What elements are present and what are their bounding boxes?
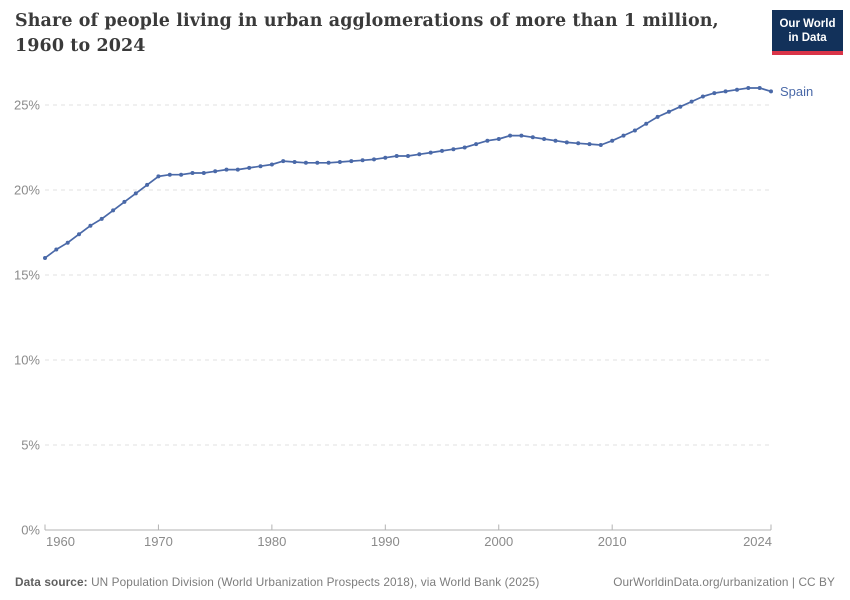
- data-point: [678, 104, 683, 109]
- data-point: [406, 154, 410, 158]
- data-point: [519, 133, 524, 138]
- data-point: [462, 145, 467, 150]
- data-point: [258, 164, 263, 169]
- data-point: [757, 86, 762, 90]
- y-tick-label: 25%: [14, 98, 40, 113]
- data-point: [247, 165, 252, 170]
- y-tick-label: 5%: [21, 438, 40, 453]
- data-point: [394, 154, 399, 158]
- data-point: [122, 199, 127, 204]
- owid-logo-line1: Our World: [779, 18, 836, 30]
- chart-footer: Data source: UN Population Division (Wor…: [15, 575, 835, 589]
- data-point: [451, 147, 456, 152]
- data-point: [156, 174, 161, 179]
- data-point: [440, 148, 444, 153]
- y-tick-label: 10%: [14, 353, 40, 368]
- data-point: [666, 109, 671, 114]
- y-tick-label: 15%: [14, 268, 40, 283]
- data-point: [746, 86, 751, 90]
- data-point: [587, 142, 592, 147]
- data-point: [712, 91, 717, 96]
- data-point: [145, 182, 150, 187]
- data-point: [349, 159, 354, 164]
- data-point: [167, 172, 172, 177]
- x-tick-labels: 1960 1970 1980 1990 2000 2010 2024: [46, 534, 772, 549]
- data-point: [292, 160, 297, 164]
- data-point: [417, 152, 422, 157]
- data-point: [700, 94, 705, 99]
- data-point: [315, 160, 320, 165]
- y-tick-labels: 0% 5% 10% 15% 20% 25%: [14, 98, 40, 538]
- data-point: [735, 87, 739, 92]
- data-point: [303, 160, 308, 165]
- data-point: [201, 171, 206, 175]
- owid-logo: Our World in Data: [772, 10, 843, 55]
- data-point: [372, 157, 376, 162]
- data-point: [326, 160, 331, 165]
- data-point: [360, 158, 365, 163]
- data-point: [769, 89, 773, 94]
- chart-title-line2: 1960 to 2024: [15, 35, 146, 56]
- x-tick-label: 1960: [46, 534, 75, 549]
- data-point: [281, 159, 286, 164]
- data-point: [235, 167, 240, 172]
- x-tick-label: 1980: [257, 534, 286, 549]
- chart-title-line1: Share of people living in urban agglomer…: [15, 11, 719, 31]
- data-point: [190, 171, 195, 175]
- data-point: [269, 162, 274, 167]
- footer-data-source[interactable]: Data source: UN Population Division (Wor…: [15, 575, 539, 589]
- series-label: Spain: [780, 84, 813, 99]
- owid-logo-line2: in Data: [788, 32, 827, 44]
- x-tick-label: 1990: [371, 534, 400, 549]
- y-gridlines: [45, 104, 771, 531]
- data-point: [133, 191, 138, 196]
- data-point: [77, 232, 81, 237]
- data-point: [474, 142, 479, 147]
- data-point: [576, 141, 581, 146]
- data-point: [598, 143, 603, 147]
- data-point: [496, 137, 501, 141]
- data-point: [213, 169, 218, 174]
- data-point: [485, 138, 490, 143]
- data-point: [508, 133, 513, 138]
- x-tick-label: 2024: [743, 534, 772, 549]
- data-source-text: UN Population Division (World Urbanizati…: [91, 575, 540, 589]
- data-point: [88, 223, 93, 228]
- data-point: [337, 160, 342, 164]
- data-point: [542, 137, 547, 141]
- data-point: [530, 135, 535, 140]
- footer-attribution-link[interactable]: OurWorldinData.org/urbanization | CC BY: [613, 575, 835, 589]
- data-point: [43, 256, 47, 260]
- data-point: [111, 208, 116, 213]
- y-tick-label: 20%: [14, 183, 40, 198]
- data-point: [723, 89, 728, 94]
- data-point: [428, 150, 433, 155]
- data-point: [610, 138, 615, 143]
- data-point: [99, 216, 104, 221]
- data-point: [65, 240, 70, 245]
- series-data-points: [43, 86, 773, 260]
- data-point: [689, 99, 694, 104]
- data-point: [644, 121, 649, 126]
- data-point: [621, 133, 626, 138]
- data-point: [564, 140, 569, 145]
- data-point: [655, 114, 660, 119]
- x-tick-label: 2000: [484, 534, 513, 549]
- data-point: [632, 128, 637, 133]
- y-tick-label: 0%: [21, 523, 40, 538]
- data-point: [383, 155, 388, 160]
- x-axis-ticks: [44, 524, 772, 530]
- x-tick-label: 2010: [598, 534, 627, 549]
- x-tick-label: 1970: [144, 534, 173, 549]
- data-point: [224, 167, 229, 172]
- data-point: [553, 138, 558, 143]
- data-point: [179, 172, 184, 177]
- chart-title: Share of people living in urban agglomer…: [15, 9, 760, 59]
- data-point: [54, 247, 59, 252]
- series-line: [44, 87, 772, 259]
- data-source-label: Data source:: [15, 575, 88, 589]
